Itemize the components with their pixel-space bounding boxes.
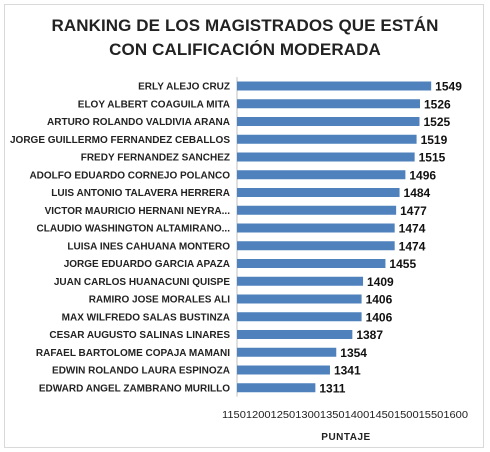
bar	[237, 81, 432, 91]
category-label: ERLY ALEJO CRUZ	[138, 82, 230, 93]
data-label: 1409	[367, 275, 394, 289]
bar	[237, 188, 400, 197]
category-label: ARTURO ROLANDO VALDIVIA ARANA	[47, 117, 230, 128]
bar	[237, 365, 330, 375]
bar	[237, 134, 417, 144]
bar	[237, 223, 395, 233]
data-label: 1525	[424, 115, 451, 129]
category-label: RAFAEL BARTOLOME COPAJA MAMANI	[36, 348, 230, 359]
bar	[237, 99, 420, 109]
category-label: FREDY FERNANDEZ SANCHEZ	[81, 153, 230, 164]
category-label: CESAR AUGUSTO SALINAS LINARES	[49, 330, 230, 341]
bar	[237, 205, 397, 215]
data-label: 1549	[435, 80, 462, 94]
category-label: RAMIRO JOSE MORALES ALI	[89, 295, 231, 306]
data-label: 1519	[421, 133, 448, 147]
bar	[237, 170, 406, 180]
data-label: 1354	[340, 346, 367, 360]
bar	[237, 312, 362, 322]
category-label: JUAN CARLOS HUANACUNI QUISPE	[54, 277, 230, 288]
category-label: EDWARD ANGEL ZAMBRANO MURILLO	[39, 383, 230, 394]
x-axis-label: PUNTAJE	[321, 432, 370, 443]
data-label: 1406	[366, 310, 393, 324]
x-tick-labels: 1150120012501300135014001450150015501600	[222, 410, 468, 421]
bar	[237, 294, 362, 304]
category-label: LUIS ANTONIO TALAVERA HERRERA	[51, 188, 230, 199]
chart-title-line-2: CON CALIFICACIÓN MODERADA	[109, 40, 381, 59]
data-label: 1341	[334, 364, 361, 378]
bar	[237, 259, 386, 268]
data-label: 1526	[424, 97, 451, 111]
data-label: 1474	[399, 239, 426, 253]
data-label: 1515	[419, 151, 446, 165]
data-label: 1311	[319, 381, 345, 395]
data-label: 1455	[389, 257, 416, 271]
data-label: 1387	[356, 328, 383, 342]
data-label: 1477	[400, 204, 427, 218]
category-label: ELOY ALBERT COAGUILA MITA	[78, 99, 230, 110]
bar	[237, 241, 395, 251]
category-label: JORGE EDUARDO GARCIA APAZA	[64, 259, 230, 270]
category-label: EDWIN ROLANDO LAURA ESPINOZA	[52, 366, 230, 377]
category-label: VICTOR MAURICIO HERNANI NEYRA...	[45, 206, 231, 217]
bars-group: ERLY ALEJO CRUZ 1549 ELOY ALBERT COAGUILA …	[10, 80, 462, 396]
bar	[237, 276, 364, 286]
data-label: 1474	[399, 222, 426, 236]
bar	[237, 330, 353, 339]
category-label: JORGE GUILLERMO FERNANDEZ CEBALLOS	[10, 135, 230, 146]
bar	[237, 383, 316, 393]
data-label: 1496	[409, 168, 436, 182]
category-label: CLAUDIO WASHINGTON ALTAMIRANO...	[36, 224, 230, 235]
category-label: MAX WILFREDO SALAS BUSTINZA	[62, 312, 230, 323]
bar	[237, 152, 415, 162]
data-label: 1484	[404, 186, 431, 200]
data-label: 1406	[366, 293, 393, 307]
category-label: ADOLFO EDUARDO CORNEJO POLANCO	[29, 170, 230, 181]
chart-title-line-1: RANKING DE LOS MAGISTRADOS QUE ESTÁN	[51, 16, 439, 35]
bar	[237, 117, 420, 126]
chart-title: RANKING DE LOS MAGISTRADOS QUE ESTÁN CON…	[0, 14, 490, 62]
category-label: LUISA INES CAHUANA MONTERO	[67, 241, 230, 252]
bar	[237, 347, 337, 357]
